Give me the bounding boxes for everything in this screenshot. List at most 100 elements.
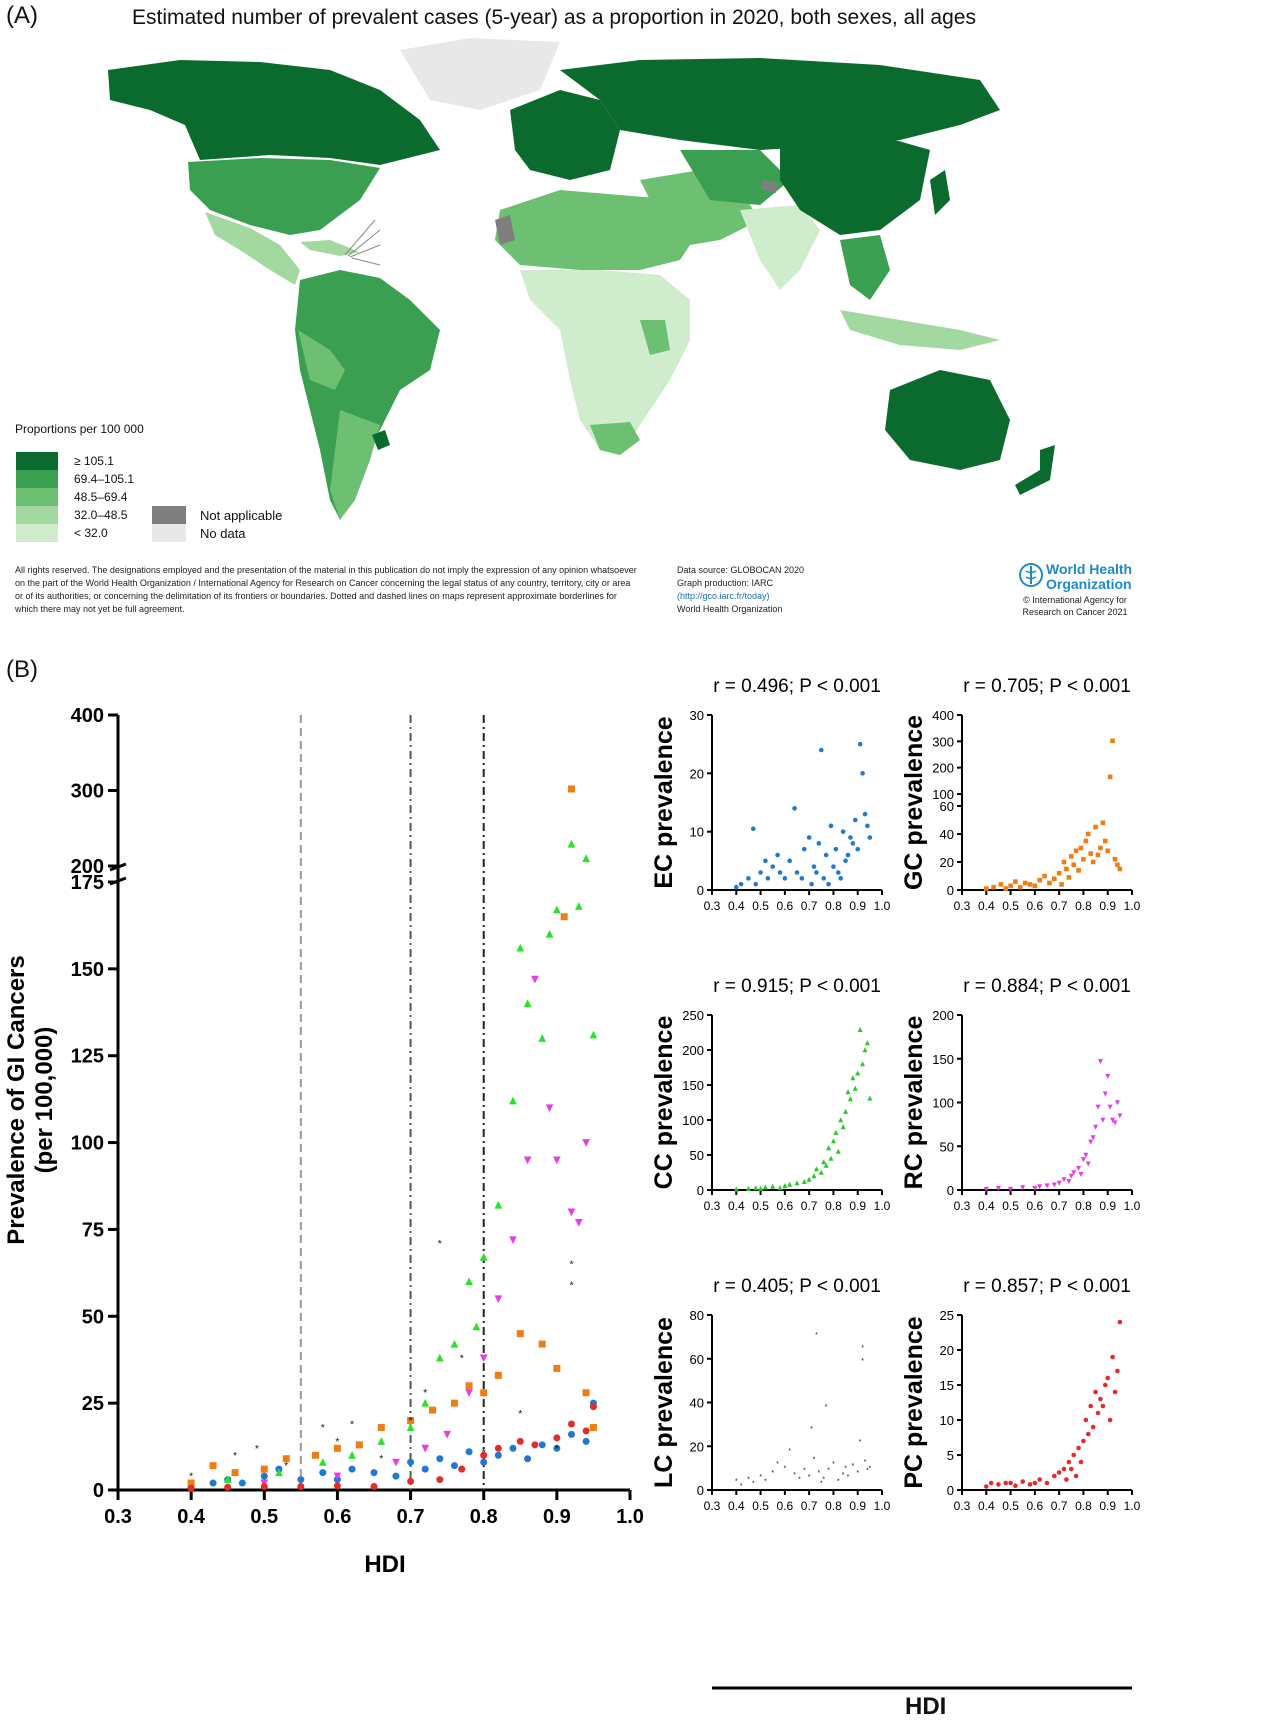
x-tick-label: 0.8 bbox=[1075, 1199, 1092, 1213]
legend-label: 32.0–48.5 bbox=[74, 508, 128, 522]
data-point bbox=[865, 823, 870, 829]
data-point bbox=[988, 1480, 994, 1486]
y-tick-label: 100 bbox=[932, 787, 954, 802]
x-tick-label: 0.6 bbox=[1027, 1499, 1044, 1513]
correlation-title: r = 0.857; P < 0.001 bbox=[963, 1276, 1131, 1297]
y-tick-label: 200 bbox=[71, 856, 104, 878]
x-tick-label: 0.8 bbox=[825, 899, 842, 913]
map-kashmir bbox=[762, 180, 778, 193]
x-tick-label: 0.5 bbox=[752, 1499, 769, 1513]
x-tick-label: 0.9 bbox=[849, 1199, 866, 1213]
data-point-gc bbox=[589, 1423, 597, 1431]
data-point: * bbox=[864, 1459, 867, 1466]
data-point-ec bbox=[450, 1462, 458, 1470]
small-scatter-charts: r = 0.496; P < 0.001 0 10 20 30 0.3 0.4 0.5 0.6 0… bbox=[650, 676, 1141, 1690]
data-point bbox=[787, 858, 793, 864]
y-tick-label: 80 bbox=[690, 1308, 704, 1323]
data-point bbox=[1097, 1059, 1103, 1065]
data-point bbox=[983, 1186, 989, 1192]
legend-swatch bbox=[16, 488, 58, 506]
data-point bbox=[801, 846, 807, 852]
data-point-rc bbox=[443, 1430, 451, 1439]
x-tick-label: 0.8 bbox=[1075, 899, 1092, 913]
correlation-title: r = 0.496; P < 0.001 bbox=[713, 676, 881, 697]
source-link[interactable]: (http://gco.iarc.fr/today) bbox=[677, 591, 770, 601]
data-point-cc bbox=[553, 905, 561, 914]
data-point-rc bbox=[479, 1354, 488, 1363]
panel-a-label: (A) bbox=[6, 2, 38, 29]
x-tick-label: 0.5 bbox=[1002, 1499, 1019, 1513]
data-point bbox=[1117, 866, 1123, 872]
data-point bbox=[1107, 774, 1113, 780]
disclaimer-line: All rights reserved. The designations em… bbox=[15, 565, 637, 575]
data-point bbox=[753, 1185, 759, 1191]
data-point bbox=[845, 1089, 851, 1095]
map-south-africa bbox=[590, 422, 640, 455]
data-point: * bbox=[815, 1332, 818, 1339]
data-point bbox=[983, 1484, 989, 1489]
x-tick-label: 0.3 bbox=[704, 899, 721, 913]
data-point-ec bbox=[582, 1437, 590, 1445]
data-point: * bbox=[856, 1470, 859, 1477]
who-name-line: Organization bbox=[1046, 576, 1132, 592]
source-line: World Health Organization bbox=[677, 604, 783, 614]
data-point bbox=[1037, 1184, 1043, 1190]
x-tick-label: 1.0 bbox=[874, 899, 891, 913]
data-point-ec bbox=[509, 1444, 517, 1452]
data-point bbox=[864, 1040, 870, 1046]
data-point bbox=[1095, 1104, 1101, 1110]
data-point bbox=[826, 881, 831, 887]
data-point-cc bbox=[582, 854, 590, 862]
data-point-pc bbox=[458, 1465, 466, 1473]
data-point bbox=[845, 852, 851, 858]
x-tick-label: 0.7 bbox=[801, 1199, 818, 1213]
data-point bbox=[1083, 1417, 1089, 1423]
data-point bbox=[821, 1159, 827, 1165]
data-point bbox=[1032, 1185, 1038, 1192]
data-point-gc bbox=[209, 1462, 217, 1470]
panel-b-label: (B) bbox=[6, 656, 38, 683]
data-point bbox=[1078, 845, 1084, 851]
data-point bbox=[1085, 1161, 1091, 1167]
correlation-title: r = 0.405; P < 0.001 bbox=[713, 1276, 881, 1297]
data-point-rc bbox=[531, 975, 539, 984]
legend-no-data: No data bbox=[152, 524, 246, 542]
copyright-line: © International Agency for bbox=[1023, 595, 1127, 605]
data-point: * bbox=[844, 1465, 847, 1472]
data-point bbox=[1102, 1091, 1108, 1097]
map-india bbox=[740, 205, 820, 290]
x-tick-label: 0.7 bbox=[397, 1506, 425, 1528]
data-point-lc: * bbox=[255, 1443, 259, 1455]
data-point bbox=[983, 886, 989, 891]
y-tick-label: 125 bbox=[71, 1046, 104, 1068]
y-tick-label: 0 bbox=[947, 1483, 954, 1498]
data-point bbox=[1090, 859, 1096, 865]
data-point: * bbox=[784, 1465, 787, 1472]
legend-not-applicable: Not applicable bbox=[152, 506, 282, 524]
x-tick-label: 1.0 bbox=[1124, 1499, 1141, 1513]
data-point: * bbox=[740, 1483, 743, 1490]
data-point bbox=[1056, 1470, 1062, 1475]
data-point bbox=[1102, 1382, 1108, 1388]
data-point-gc bbox=[355, 1441, 363, 1449]
data-point bbox=[1061, 1177, 1067, 1183]
y-tick-label: 25 bbox=[82, 1393, 104, 1415]
data-point-gc bbox=[494, 1371, 502, 1379]
data-point bbox=[1081, 856, 1086, 862]
data-point: * bbox=[771, 1470, 774, 1477]
data-point bbox=[857, 741, 863, 747]
data-point-gc bbox=[282, 1455, 290, 1463]
data-point bbox=[1003, 886, 1009, 891]
data-point-pc bbox=[589, 1403, 597, 1411]
data-point-ec bbox=[209, 1479, 217, 1487]
data-point-gc bbox=[582, 1389, 590, 1397]
data-point-lc: * bbox=[438, 1238, 442, 1250]
y-tick-label: 100 bbox=[71, 1133, 104, 1155]
data-point-ec bbox=[370, 1469, 378, 1477]
y-tick-label: 100 bbox=[682, 1113, 704, 1128]
data-point bbox=[801, 1178, 807, 1184]
y-tick-label: 200 bbox=[932, 1008, 954, 1023]
x-tick-label: 0.6 bbox=[324, 1506, 352, 1528]
x-tick-label: 0.5 bbox=[752, 1199, 769, 1213]
data-point bbox=[777, 1185, 783, 1191]
